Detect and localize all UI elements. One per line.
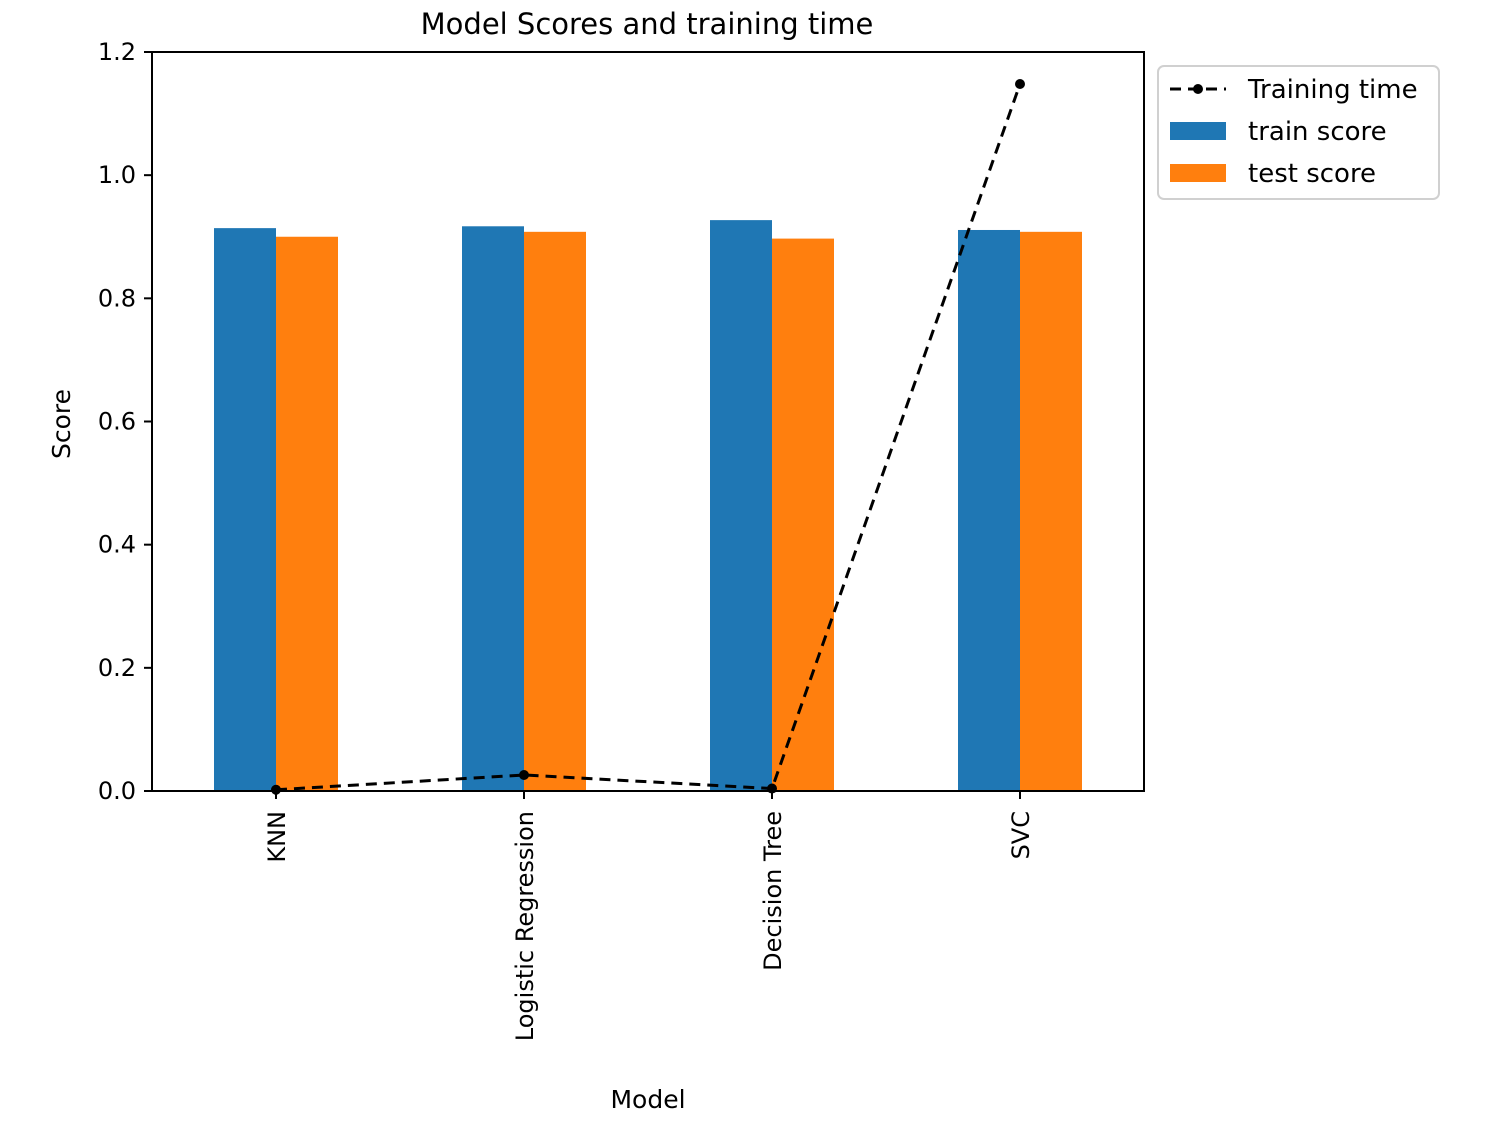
legend-swatch-test-score: [1170, 164, 1226, 182]
training-time-line-layer: [271, 79, 1025, 795]
x-tick-label-svc: SVC: [1007, 811, 1035, 859]
legend-label-train-score: train score: [1248, 117, 1387, 147]
legend-swatch-train-score: [1170, 122, 1226, 140]
x-axis-label: Model: [610, 1085, 685, 1114]
bar-test-score-logistic-regression: [524, 231, 586, 791]
point-training-time-logistic-regression: [519, 769, 529, 780]
bar-train-score-knn: [214, 228, 276, 792]
legend-label-test-score: test score: [1248, 159, 1376, 189]
chart-title: Model Scores and training time: [421, 7, 874, 41]
x-tick-label-knn: KNN: [263, 811, 291, 863]
legend-marker-training-time: [1193, 84, 1203, 94]
bar-train-score-logistic-regression: [462, 226, 524, 792]
y-tick-label-0-0: 0.0: [98, 777, 136, 805]
y-tick-label-0-2: 0.2: [98, 654, 136, 682]
bar-test-score-knn: [276, 236, 338, 791]
point-training-time-knn: [271, 784, 281, 795]
point-training-time-svc: [1015, 79, 1025, 90]
y-tick-label-0-8: 0.8: [98, 284, 136, 312]
x-axis-ticks: KNN Logistic Regression Decision Tree SVC: [263, 791, 1035, 1041]
legend: Training time train score test score: [1157, 65, 1440, 200]
x-tick-label-decision-tree: Decision Tree: [759, 811, 787, 971]
bars-layer: [214, 220, 1082, 792]
y-tick-label-0-4: 0.4: [98, 531, 136, 559]
y-tick-label-1-2: 1.2: [98, 38, 136, 66]
legend-box: [1157, 65, 1440, 200]
line-training-time: [275, 83, 1022, 792]
bar-train-score-svc: [958, 229, 1020, 791]
y-axis-ticks: 0.0 0.2 0.4 0.6 0.8 1.0 1.2: [98, 38, 152, 805]
x-tick-label-logistic-regression: Logistic Regression: [511, 811, 539, 1041]
bar-test-score-decision-tree: [772, 238, 834, 791]
legend-label-training-time: Training time: [1247, 75, 1418, 105]
y-tick-label-0-6: 0.6: [98, 408, 136, 436]
bar-train-score-decision-tree: [710, 220, 772, 791]
y-axis-label: Score: [47, 389, 76, 459]
bar-test-score-svc: [1020, 231, 1082, 791]
y-tick-label-1-0: 1.0: [98, 161, 136, 189]
